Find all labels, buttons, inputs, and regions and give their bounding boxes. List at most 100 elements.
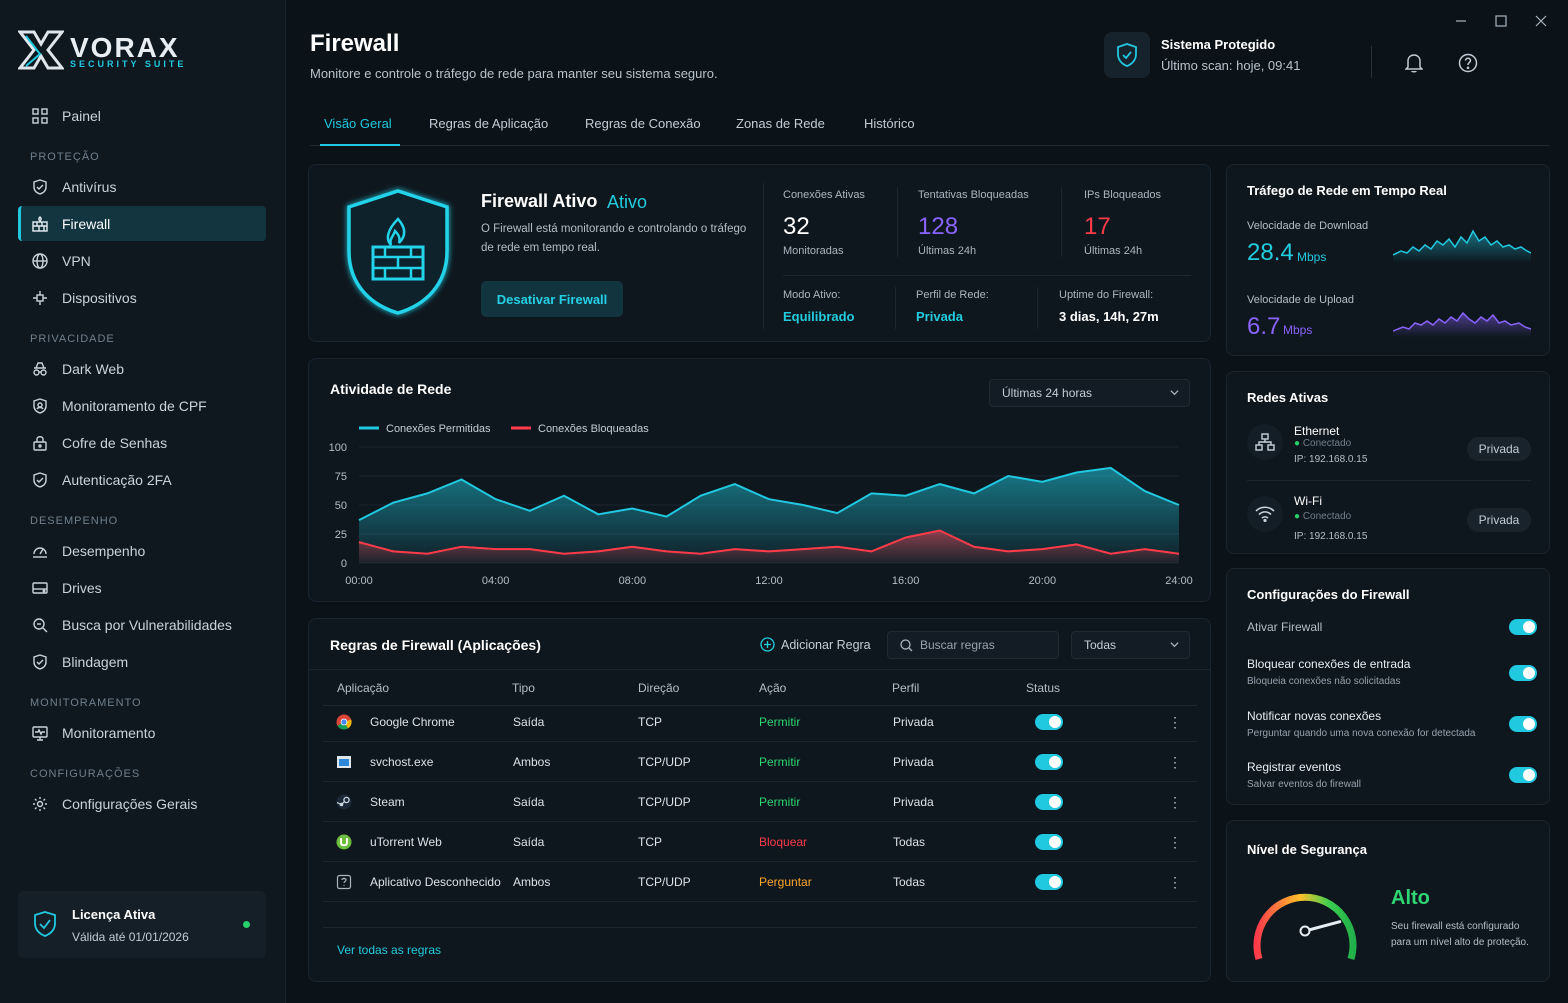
sidebar-item-antivirus[interactable]: Antivírus	[18, 169, 266, 204]
rule-status-toggle[interactable]	[1035, 794, 1063, 810]
spy-icon	[30, 359, 50, 379]
legend-label: Conexões Bloqueadas	[538, 423, 649, 435]
rule-profile: Privada	[893, 795, 934, 809]
sidebar-item-firewall[interactable]: Firewall	[18, 206, 266, 241]
disable-firewall-button[interactable]: Desativar Firewall	[481, 281, 623, 317]
download-label: Velocidade de Download	[1247, 220, 1369, 232]
firewall-desc-line2: de rede em tempo real.	[481, 242, 600, 254]
sidebar-item-darkweb[interactable]: Dark Web	[18, 351, 266, 386]
table-row[interactable]: uTorrent Web Saída TCP Bloquear Todas ⋮	[323, 822, 1197, 862]
help-icon[interactable]	[1457, 52, 1479, 74]
network-activity-card: Atividade de Rede Últimas 24 horas Conex…	[308, 358, 1211, 602]
rule-protocol: TCP/UDP	[638, 875, 691, 889]
time-range-select[interactable]: Últimas 24 horas	[989, 379, 1190, 407]
setting-log-events-toggle[interactable]	[1509, 767, 1537, 783]
vorax-logo: VORAX SECURITY SUITE	[18, 30, 188, 72]
rule-app-name: uTorrent Web	[370, 835, 442, 849]
kebab-menu-icon[interactable]: ⋮	[1168, 834, 1182, 850]
sidebar-item-vulnerabilidades[interactable]: Busca por Vulnerabilidades	[18, 607, 266, 642]
rule-app-name: Google Chrome	[370, 715, 455, 729]
sidebar-item-label: Cofre de Senhas	[62, 434, 168, 451]
divider	[1037, 287, 1038, 329]
sidebar-item-cpf[interactable]: Monitoramento de CPF	[18, 388, 266, 423]
mode-label: Modo Ativo:	[783, 289, 841, 301]
rule-type: Saída	[513, 835, 545, 849]
sidebar-item-desempenho[interactable]: Desempenho	[18, 533, 266, 568]
close-icon[interactable]	[1532, 12, 1550, 30]
x-tick-label: 16:00	[892, 575, 920, 587]
sidebar-item-drives[interactable]: Drives	[18, 570, 266, 605]
network-profile-badge[interactable]: Privada	[1467, 508, 1531, 532]
y-tick-label: 100	[329, 442, 347, 454]
network-profile-label: Perfil de Rede:	[916, 289, 989, 301]
y-tick-label: 50	[335, 500, 347, 512]
col-status: Status	[1026, 681, 1061, 695]
maximize-icon[interactable]	[1492, 12, 1510, 30]
kebab-menu-icon[interactable]: ⋮	[1168, 794, 1182, 810]
table-row[interactable]: Google Chrome Saída TCP Permitir Privada…	[323, 702, 1197, 742]
tab-visao-geral[interactable]: Visão Geral	[320, 116, 400, 146]
network-name: Ethernet	[1294, 424, 1340, 438]
rule-status-toggle[interactable]	[1035, 874, 1063, 890]
sidebar-item-cofre[interactable]: Cofre de Senhas	[18, 425, 266, 460]
sidebar-item-dispositivos[interactable]: Dispositivos	[18, 280, 266, 315]
devices-icon	[30, 288, 50, 308]
sidebar-item-label: Dispositivos	[62, 289, 137, 306]
search-rules-input[interactable]: Buscar regras	[887, 631, 1059, 659]
rule-status-toggle[interactable]	[1035, 834, 1063, 850]
tab-historico[interactable]: Histórico	[864, 116, 915, 131]
network-activity-chart: Conexões Permitidas Conexões Bloqueadas 0 2…	[329, 423, 1193, 587]
rules-filter-select[interactable]: Todas	[1071, 631, 1190, 659]
window-icon	[337, 756, 351, 768]
kebab-menu-icon[interactable]: ⋮	[1168, 754, 1182, 770]
system-status-icon	[1104, 32, 1150, 78]
rule-type: Saída	[513, 715, 545, 729]
setting-notify-toggle[interactable]	[1509, 716, 1537, 732]
kebab-menu-icon[interactable]: ⋮	[1168, 874, 1182, 890]
sidebar-item-label: Dark Web	[62, 360, 124, 377]
sidebar-item-label: Blindagem	[62, 653, 129, 670]
tab-zonas-rede[interactable]: Zonas de Rede	[736, 116, 825, 131]
rules-filter-value: Todas	[1084, 638, 1117, 652]
sidebar-item-configuracoes[interactable]: Configurações Gerais	[18, 786, 266, 821]
setting-enable-firewall-toggle[interactable]	[1509, 619, 1537, 635]
table-row[interactable]: Aplicativo Desconhecido Ambos TCP/UDP Pe…	[323, 862, 1197, 902]
network-profile-badge[interactable]: Privada	[1467, 437, 1531, 461]
sidebar-item-painel[interactable]: Painel	[18, 98, 266, 133]
col-acao: Ação	[759, 681, 787, 695]
utorrent-icon	[336, 834, 352, 850]
tab-regras-aplicacao[interactable]: Regras de Aplicação	[429, 116, 549, 131]
view-all-rules-link[interactable]: Ver todas as regras	[337, 943, 442, 957]
setting-block-inbound-toggle[interactable]	[1509, 665, 1537, 681]
kebab-menu-icon[interactable]: ⋮	[1168, 714, 1182, 730]
minimize-icon[interactable]	[1452, 12, 1470, 30]
setting-block-inbound-desc: Bloqueia conexões não solicitadas	[1247, 676, 1401, 687]
network-name: Wi-Fi	[1294, 494, 1322, 508]
x-tick-label: 20:00	[1029, 575, 1057, 587]
sidebar-item-blindagem[interactable]: Blindagem	[18, 644, 266, 679]
setting-notify-desc: Perguntar quando uma nova conexão for de…	[1247, 728, 1476, 739]
divider	[1061, 187, 1062, 257]
tab-regras-conexao[interactable]: Regras de Conexão	[585, 116, 701, 131]
firewall-overview-card: Firewall Ativo Ativo O Firewall está mon…	[308, 164, 1211, 342]
security-level-value: Alto	[1391, 887, 1430, 909]
bell-icon[interactable]	[1403, 52, 1425, 74]
sidebar-item-label: Monitoramento de CPF	[62, 397, 207, 414]
tab-bar: Visão Geral Regras de Aplicação Regras d…	[310, 108, 1550, 146]
steam-icon	[336, 794, 352, 810]
rule-action: Permitir	[759, 795, 801, 809]
header-divider	[1371, 46, 1372, 78]
table-row[interactable]: Steam Saída TCP/UDP Permitir Privada ⋮	[323, 782, 1197, 822]
sidebar-item-2fa[interactable]: Autenticação 2FA	[18, 462, 266, 497]
rule-status-toggle[interactable]	[1035, 754, 1063, 770]
add-rule-button[interactable]: Adicionar Regra	[760, 637, 871, 652]
network-ip: IP: 192.168.0.15	[1294, 531, 1368, 542]
last-scan-text: Último scan: hoje, 09:41	[1161, 58, 1301, 73]
sidebar-item-monitoramento[interactable]: Monitoramento	[18, 715, 266, 750]
upload-value: 6.7	[1247, 313, 1281, 340]
setting-enable-firewall-label: Ativar Firewall	[1247, 620, 1323, 634]
sidebar-item-vpn[interactable]: VPN	[18, 243, 266, 278]
rule-status-toggle[interactable]	[1035, 714, 1063, 730]
table-row[interactable]: svchost.exe Ambos TCP/UDP Permitir Priva…	[323, 742, 1197, 782]
